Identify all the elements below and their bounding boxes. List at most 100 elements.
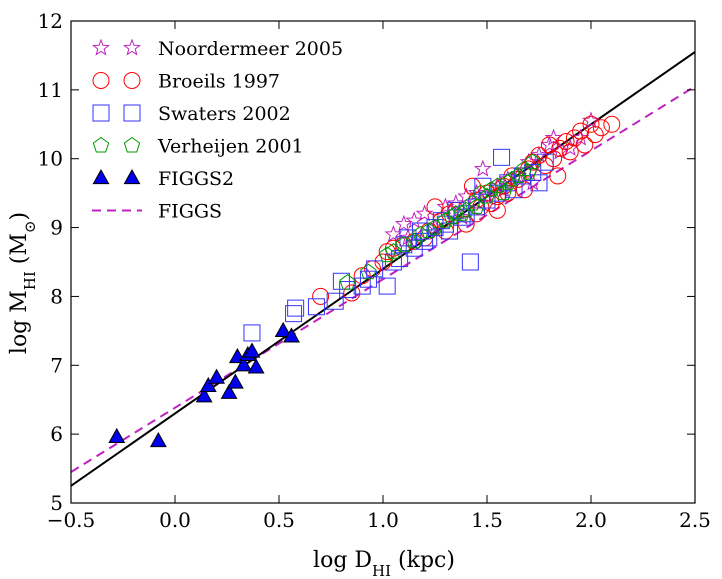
swaters-2002-point xyxy=(285,305,303,323)
legend-marker xyxy=(123,38,141,56)
figgs2-point xyxy=(235,356,253,372)
broeils-1997-point xyxy=(561,143,579,161)
y-tick-label: 8 xyxy=(50,284,63,308)
noordermeer-2005-point xyxy=(571,128,590,146)
legend-item-figgs2: FIGGS2 xyxy=(92,168,234,190)
verheijen-2001-point xyxy=(499,174,516,190)
verheijen-2001-point xyxy=(443,208,460,225)
legend-label: Verheijen 2001 xyxy=(157,136,304,158)
figgs2-point xyxy=(149,432,167,448)
x-tick-label: 2.5 xyxy=(679,508,711,532)
series-swaters-2002 xyxy=(243,148,554,342)
x-tick-label: 1.0 xyxy=(367,508,399,532)
swaters-2002-point xyxy=(399,229,417,247)
series-verheijen-2001 xyxy=(339,153,541,290)
legend-marker xyxy=(92,168,110,185)
noordermeer-2005-point xyxy=(473,159,492,177)
swaters-2002-point xyxy=(513,167,531,185)
figgs2-point xyxy=(226,373,244,389)
legend-item-swaters-2002: Swaters 2002 xyxy=(92,103,291,125)
x-tick-label: −0.5 xyxy=(47,508,96,532)
verheijen-2001-point xyxy=(489,177,506,194)
verheijen-2001-point xyxy=(406,232,423,249)
broeils-1997-point xyxy=(582,115,600,133)
swaters-2002-point xyxy=(307,298,325,316)
broeils-1997-point xyxy=(353,267,371,285)
x-axis-label-tail: (kpc) xyxy=(391,548,455,573)
noordermeer-2005-point xyxy=(544,128,563,146)
noordermeer-2005-point xyxy=(405,211,424,229)
x-axis-label-sub: HI xyxy=(372,562,391,579)
legend-label: Broeils 1997 xyxy=(158,71,280,93)
series-figgs2 xyxy=(108,321,300,448)
verheijen-2001-point xyxy=(458,201,475,218)
legend-label: Swaters 2002 xyxy=(158,103,291,125)
swaters-2002-point xyxy=(287,299,305,317)
broeils-1997-point xyxy=(343,284,361,302)
verheijen-2001-point xyxy=(437,212,454,228)
y-tick-label: 9 xyxy=(50,216,63,240)
verheijen-2001-point xyxy=(395,236,412,252)
noordermeer-2005-point xyxy=(467,183,486,201)
legend: Noordermeer 2005 Broeils 1997 Swaters 2002… xyxy=(92,38,343,223)
broeils-1997-point xyxy=(457,215,475,233)
noordermeer-2005-point xyxy=(384,225,403,243)
verheijen-2001-point xyxy=(426,218,444,235)
verheijen-2001-point xyxy=(468,198,485,214)
verheijen-2001-point xyxy=(385,243,402,259)
swaters-2002-point xyxy=(493,148,511,166)
swaters-2002-point xyxy=(447,201,465,219)
x-axis-label: log DHI (kpc) xyxy=(313,548,455,579)
noordermeer-2005-point xyxy=(519,152,538,170)
figgs2-point xyxy=(274,321,292,337)
legend-marker xyxy=(92,136,110,153)
swaters-2002-point xyxy=(366,260,384,278)
y-tick-label: 5 xyxy=(50,491,63,515)
verheijen-2001-point xyxy=(503,170,521,187)
broeils-1997-point xyxy=(463,177,481,195)
broeils-1997-point xyxy=(551,139,569,157)
noordermeer-2005-point xyxy=(415,204,434,222)
legend-label: Noordermeer 2005 xyxy=(158,38,343,60)
verheijen-2001-point xyxy=(524,153,541,170)
legend-item-verheijen-2001: Verheijen 2001 xyxy=(92,136,304,158)
legend-label: FIGGS xyxy=(158,201,222,223)
x-tick-label: 2.0 xyxy=(575,508,607,532)
figgs2-point xyxy=(199,376,217,393)
figgs2-point xyxy=(220,383,238,399)
y-axis-label-main: log M xyxy=(7,290,32,354)
legend-marker xyxy=(123,72,141,89)
broeils-1997-point xyxy=(312,287,330,305)
verheijen-2001-point xyxy=(412,225,429,242)
x-tick-label: 1.5 xyxy=(471,508,503,532)
legend-marker xyxy=(123,104,141,122)
y-axis-label-tail: (M xyxy=(7,233,32,271)
broeils-1997-point xyxy=(592,119,610,137)
tick-labels: −0.5 0.0 0.5 1.0 1.5 2.0 2.5 5 6 7 8 9 10 11 12 xyxy=(38,9,711,532)
broeils-1997-point xyxy=(586,126,604,144)
x-axis-label-main: log D xyxy=(313,548,372,573)
y-tick-label: 10 xyxy=(38,147,63,171)
swaters-2002-point xyxy=(359,270,377,288)
swaters-2002-point xyxy=(353,277,371,295)
legend-item-noordermeer-2005: Noordermeer 2005 xyxy=(92,38,343,60)
verheijen-2001-point xyxy=(378,246,396,263)
figgs2-point xyxy=(195,387,213,403)
legend-marker xyxy=(123,136,141,153)
broeils-1997-point xyxy=(488,201,506,219)
y-axis-label-end: ) xyxy=(7,212,32,221)
y-tick-label: 7 xyxy=(50,353,63,377)
swaters-2002-point xyxy=(441,222,459,240)
swaters-2002-point xyxy=(339,281,357,299)
y-axis-label-sub: HI xyxy=(21,271,39,290)
legend-marker xyxy=(123,168,141,185)
figgs2-point xyxy=(108,427,126,443)
legend-marker xyxy=(92,104,110,122)
figgs2-point xyxy=(243,342,261,358)
broeils-1997-point xyxy=(557,133,575,150)
legend-marker xyxy=(92,38,110,56)
figgs-fit-line xyxy=(71,85,695,473)
y-tick-label: 6 xyxy=(50,422,63,446)
swaters-2002-point xyxy=(536,153,554,171)
